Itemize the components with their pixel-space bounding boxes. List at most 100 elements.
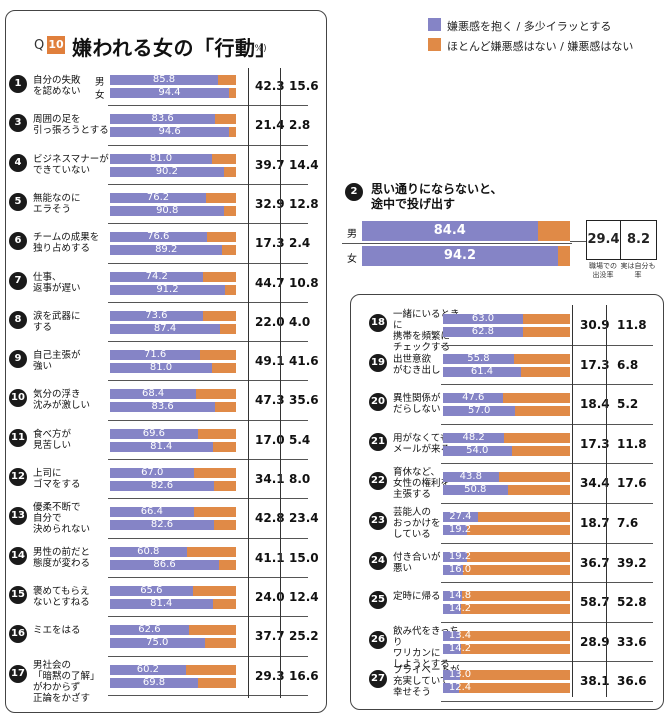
col2-value-21: 11.8	[617, 436, 647, 451]
item-label-22: 育休など、 女性の権利を 主張する	[393, 467, 463, 500]
item-label-line: 態度が変わる	[33, 557, 91, 569]
bar-value-female-22: 50.8	[464, 484, 487, 496]
item-label-line: 返事が遅い	[33, 282, 81, 294]
bar-value-male-13: 66.4	[140, 506, 163, 518]
bar-value-female-3: 94.6	[158, 126, 181, 138]
col2-value-16: 25.2	[289, 629, 319, 644]
column-separator-right-0	[572, 305, 573, 697]
row-divider-11	[108, 459, 308, 460]
bar-male-dislike-3	[110, 114, 216, 125]
bar-male-no-dislike-14	[186, 546, 236, 557]
bar-male-dislike-14	[110, 546, 187, 557]
col2-value-1: 15.6	[289, 79, 319, 93]
bar-value-male-26: 13.4	[448, 629, 472, 641]
col2-value-19: 6.8	[617, 357, 639, 372]
item-label-line: 決められない	[33, 524, 91, 536]
bar-female-no-dislike-17	[197, 677, 236, 688]
item-label-line: エラそう	[33, 203, 72, 215]
bar-value-female-14: 86.6	[153, 558, 176, 570]
rank-badge-22: 22	[369, 472, 387, 491]
col2-value-13: 23.4	[289, 511, 319, 526]
row-divider-24	[441, 582, 653, 584]
bar-female-no-dislike-25	[461, 604, 570, 615]
row-divider-27	[441, 701, 653, 702]
item-label-line: 男性の前だと	[33, 546, 91, 558]
bar-male-no-dislike-15	[192, 585, 236, 596]
bar-male-no-dislike-3	[215, 114, 236, 125]
item-label-18: 一緒にいるときに 携帯を頻繁に チェックする	[393, 309, 463, 353]
featured-divider	[342, 243, 572, 244]
col2-value-3: 2.8	[289, 118, 311, 133]
col2-value-9: 41.6	[289, 354, 319, 369]
row-divider-16	[108, 655, 308, 657]
featured-col2-label-line: 実は自分も	[620, 262, 656, 270]
item-label-19: 出世意欲 がむき出し	[393, 354, 463, 376]
bar-female-no-dislike-13	[214, 520, 236, 531]
rank-badge-2: 2	[345, 183, 363, 201]
rank-badge-5: 5	[9, 192, 27, 211]
bar-value-male-6: 76.6	[147, 231, 170, 243]
item-label-line: しようとする	[393, 658, 450, 670]
item-label-line: 幸せそう	[393, 687, 432, 699]
item-label-line: 自分の失敗	[33, 75, 81, 86]
row-divider-3	[108, 144, 308, 146]
bar-male-no-dislike-19	[513, 353, 570, 364]
bar-female-no-dislike-5	[224, 205, 236, 216]
item-label-line: 女性の権利を	[393, 478, 451, 490]
col2-value-10: 35.6	[289, 393, 319, 408]
row-divider-13	[108, 537, 308, 539]
rank-badge-14: 14	[9, 546, 27, 565]
item-label-line: できていない	[33, 164, 91, 176]
bar-value-male-22: 43.8	[459, 471, 482, 483]
item-label-line: ないとすねる	[33, 596, 90, 608]
bar-female-no-dislike-21	[511, 445, 570, 456]
col2-value-6: 2.4	[289, 236, 311, 251]
bar-male-no-dislike-5	[206, 192, 236, 203]
bar-female-dislike-3	[110, 127, 230, 138]
bar-female-no-dislike-10	[215, 402, 236, 413]
bar-male-no-dislike-4	[212, 153, 236, 164]
rank-badge-24: 24	[369, 551, 387, 570]
col1-value-5: 32.9	[255, 196, 285, 211]
item-label-27: プライベートが 充実していて 幸せそう	[393, 665, 463, 698]
gender-label-male: 男	[95, 77, 105, 88]
item-label-line: 周囲の足を	[33, 114, 81, 126]
col1-value-20: 18.4	[580, 397, 610, 412]
bar-female-dislike-10	[110, 402, 216, 413]
row-divider-22	[441, 503, 653, 504]
bar-male-no-dislike-8	[202, 310, 236, 321]
bar-value-male-20: 47.6	[462, 392, 485, 404]
item-label-12: 上司に ゴマをする	[33, 468, 115, 490]
rank-badge-3: 3	[9, 114, 27, 133]
bar-value-female-10: 83.6	[151, 401, 174, 413]
row-divider-1	[108, 105, 308, 107]
rank-badge-18: 18	[369, 314, 387, 332]
col1-value-21: 17.3	[580, 436, 610, 451]
bar-female-dislike-11	[110, 441, 213, 452]
item-label-line: している	[393, 529, 431, 540]
row-divider-6	[108, 262, 308, 264]
rank-badge-8: 8	[9, 310, 27, 329]
bar-value-male-11: 69.6	[142, 427, 165, 439]
item-label-line: 携帯を頻繁に	[393, 331, 451, 342]
featured-bar-value-female: 94.2	[443, 248, 476, 263]
rank-badge-16: 16	[9, 625, 27, 644]
column-separator-left-1	[280, 68, 281, 698]
bar-male-no-dislike-25	[461, 591, 570, 602]
featured-gender-male: 男	[347, 229, 357, 240]
row-divider-20	[441, 423, 653, 425]
bar-male-dislike-7	[110, 271, 204, 282]
bar-value-male-9: 71.6	[143, 349, 167, 361]
bar-male-dislike-11	[110, 428, 198, 439]
bar-male-no-dislike-21	[504, 432, 570, 443]
rank-badge-6: 6	[9, 232, 27, 251]
title-unit: (%)	[251, 44, 267, 54]
bar-value-male-27: 13.0	[448, 669, 472, 681]
item-label-line: 定時に帰る	[393, 591, 441, 603]
col2-value-11: 5.4	[289, 432, 311, 447]
row-divider-25	[441, 621, 653, 623]
bar-male-no-dislike-22	[498, 472, 570, 483]
rank-badge-27: 27	[369, 670, 387, 689]
bar-value-female-27: 12.4	[448, 682, 472, 694]
item-label-25: 定時に帰る	[393, 591, 463, 602]
